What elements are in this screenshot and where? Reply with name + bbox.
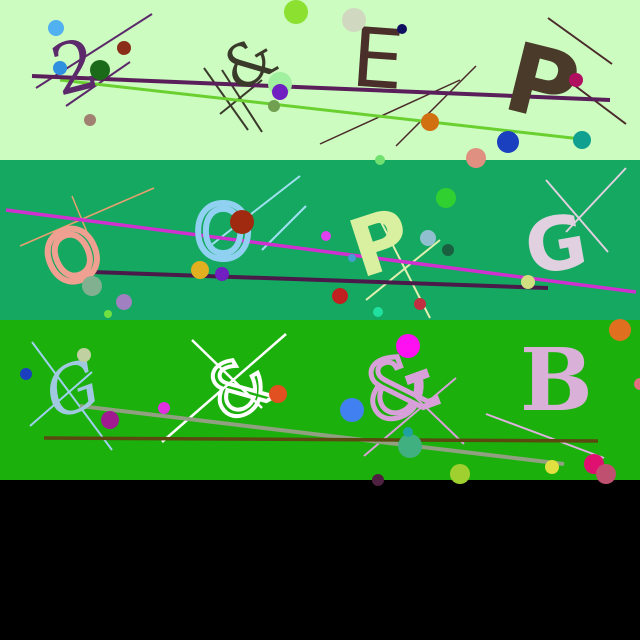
row-1-noise (31, 13, 627, 147)
row-3-background (0, 320, 640, 480)
row-3-char-4: B (520, 330, 593, 431)
row-2-background (0, 160, 640, 320)
footer-background (0, 480, 640, 640)
row-3-noise (29, 333, 605, 466)
row-1-dots (48, 0, 591, 168)
row-3-dots (20, 319, 640, 486)
row-2-dots (82, 188, 535, 318)
